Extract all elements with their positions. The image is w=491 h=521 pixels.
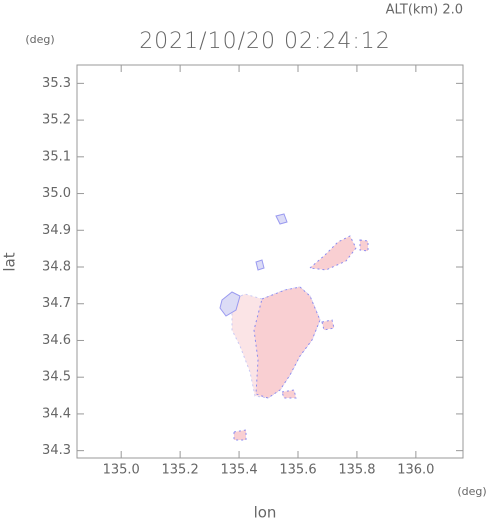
y-tick-label: 34.4 bbox=[42, 406, 71, 421]
x-tick-label: 135.0 bbox=[103, 463, 140, 478]
chart-title: 2021/10/20 02:24:12 bbox=[139, 29, 391, 54]
echo-region bbox=[359, 239, 369, 252]
echo-region bbox=[219, 291, 241, 317]
echo-region bbox=[255, 259, 265, 271]
y-tick-label: 34.6 bbox=[42, 333, 71, 348]
plot-frame bbox=[76, 64, 464, 459]
x-tick-label: 136.0 bbox=[397, 463, 434, 478]
x-axis-label: lon bbox=[254, 504, 277, 521]
echo-region bbox=[321, 319, 335, 331]
y-tick-label: 34.8 bbox=[42, 260, 71, 275]
echo-map bbox=[219, 213, 369, 441]
y-tick-label: 35.0 bbox=[42, 186, 71, 201]
y-tick-label: 34.3 bbox=[42, 443, 71, 458]
echo-region bbox=[308, 235, 357, 271]
echo-region bbox=[253, 286, 321, 399]
echo-region bbox=[275, 213, 288, 225]
y-tick-label: 35.3 bbox=[42, 76, 71, 91]
y-tick-label: 34.9 bbox=[42, 223, 71, 238]
x-tick-label: 135.2 bbox=[162, 463, 199, 478]
y-unit: (deg) bbox=[25, 33, 54, 46]
x-tick-label: 135.4 bbox=[220, 463, 257, 478]
echo-region bbox=[233, 429, 247, 441]
echo-region bbox=[281, 389, 297, 399]
y-tick-label: 35.1 bbox=[42, 149, 71, 164]
x-tick-label: 135.6 bbox=[279, 463, 316, 478]
x-unit: (deg) bbox=[457, 485, 486, 498]
y-tick-label: 34.5 bbox=[42, 370, 71, 385]
y-tick-label: 35.2 bbox=[42, 113, 71, 128]
y-tick-label: 34.7 bbox=[42, 296, 71, 311]
y-axis-label: lat bbox=[1, 252, 19, 271]
x-tick-label: 135.8 bbox=[338, 463, 375, 478]
subtitle: ALT(km) 2.0 bbox=[386, 3, 463, 18]
